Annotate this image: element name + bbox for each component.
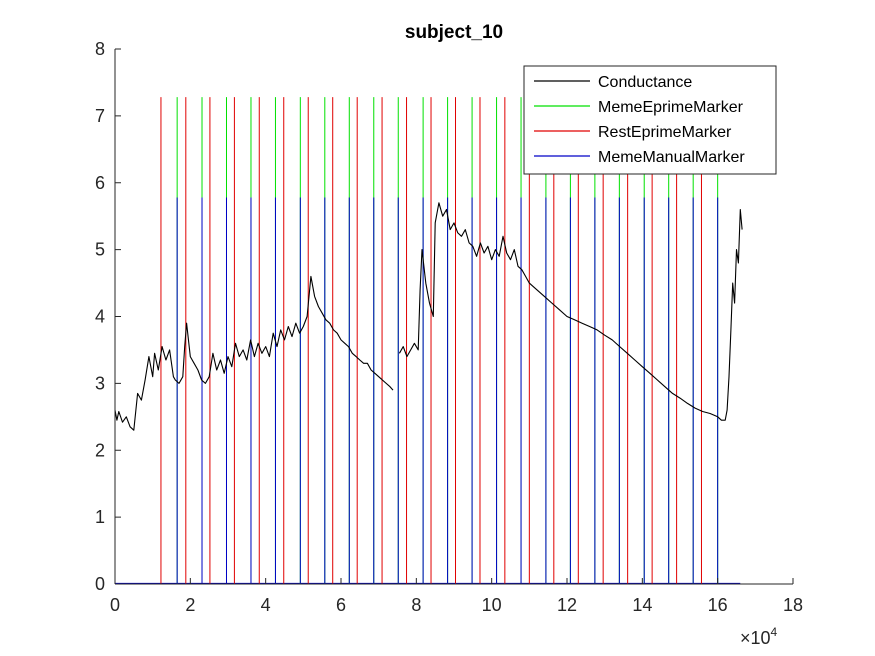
x-tick-label: 6: [336, 595, 346, 615]
legend-label-rest-eprime: RestEprimeMarker: [598, 124, 732, 141]
x-multiplier-base: ×10: [740, 628, 771, 648]
x-tick-label: 16: [708, 595, 728, 615]
y-tick-label: 7: [95, 106, 105, 126]
x-multiplier-exponent: 4: [771, 625, 778, 639]
y-ticks: 0 1 2 3 4 5 6 7 8: [95, 39, 121, 594]
y-tick-label: 1: [95, 507, 105, 527]
x-tick-label: 4: [261, 595, 271, 615]
y-tick-label: 8: [95, 39, 105, 59]
y-tick-label: 2: [95, 440, 105, 460]
x-tick-label: 0: [110, 595, 120, 615]
x-tick-label: 2: [185, 595, 195, 615]
legend: Conductance MemeEprimeMarker RestEprimeM…: [523, 65, 777, 175]
x-tick-label: 18: [783, 595, 803, 615]
x-multiplier-label: ×104: [740, 625, 778, 648]
y-tick-label: 5: [95, 240, 105, 260]
conductance-series: [114, 202, 743, 431]
x-ticks: 0 2 4 6 8 10 12 14 16 18: [110, 578, 803, 615]
x-tick-label: 10: [482, 595, 502, 615]
x-tick-label: 8: [411, 595, 421, 615]
conductance-line-segment-2: [398, 202, 743, 421]
legend-label-meme-eprime: MemeEprimeMarker: [598, 99, 744, 116]
y-tick-label: 3: [95, 373, 105, 393]
legend-label-conductance: Conductance: [598, 74, 692, 91]
x-tick-label: 14: [632, 595, 652, 615]
x-tick-label: 12: [557, 595, 577, 615]
marker-lines: [115, 97, 741, 585]
y-tick-label: 4: [95, 307, 105, 327]
y-tick-label: 6: [95, 173, 105, 193]
chart-title: subject_10: [405, 22, 503, 43]
conductance-line-segment-1: [114, 275, 394, 431]
y-tick-label: 0: [95, 574, 105, 594]
legend-label-meme-manual: MemeManualMarker: [598, 149, 745, 166]
